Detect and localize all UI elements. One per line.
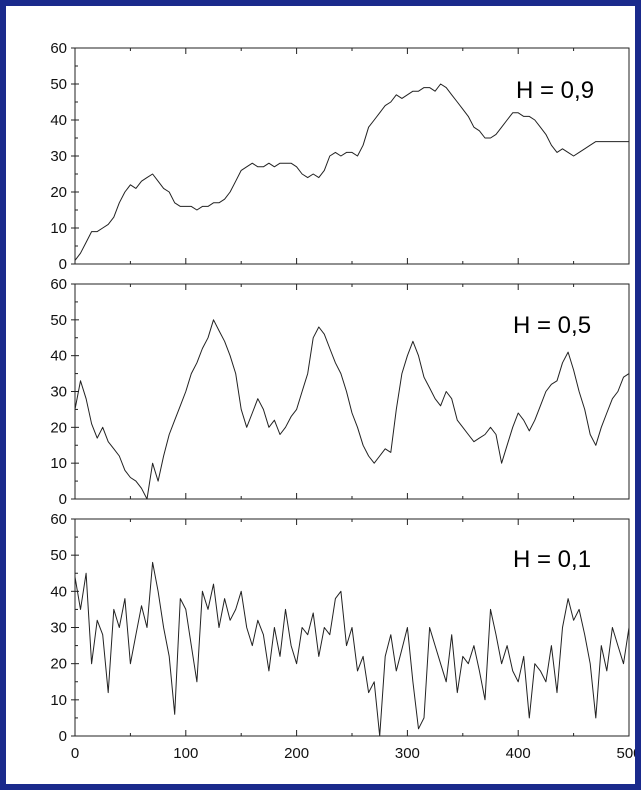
panel-3-y-tick-label: 0 (59, 728, 67, 745)
panel-3-y-tick-label: 60 (50, 511, 67, 528)
panel-3-y-tick-label: 10 (50, 692, 67, 709)
panel-3-x-tick-label: 200 (284, 745, 309, 762)
panel-3-y-tick-label: 40 (50, 583, 67, 600)
panel-3-y-tick-label: 50 (50, 547, 67, 564)
panel-2-hurst-label: H = 0,5 (513, 312, 591, 339)
panel-1-hurst-label: H = 0,9 (516, 77, 594, 104)
panel-1-y-tick-label: 50 (50, 76, 67, 93)
panel-1-y-tick-label: 40 (50, 112, 67, 129)
panel-1-y-tick-label: 60 (50, 40, 67, 57)
panel-3-x-tick-label: 100 (173, 745, 198, 762)
panel-1-y-tick-label: 0 (59, 256, 67, 273)
panel-3-hurst-label: H = 0,1 (513, 546, 591, 573)
panel-3-x-tick-label: 500 (616, 745, 635, 762)
panel-3-y-tick-label: 20 (50, 656, 67, 673)
panel-2-y-tick-label: 20 (50, 419, 67, 436)
panel-3-x-tick-label: 400 (506, 745, 531, 762)
panel-2-y-tick-label: 30 (50, 384, 67, 401)
panel-1-y-tick-label: 30 (50, 148, 67, 165)
panel-2-y-tick-label: 50 (50, 312, 67, 329)
chart-figure: 0 10 20 30 40 50 60 H = 0,9 0 10 20 30 40 50 60 H = 0,5… (50, 40, 635, 762)
panel-2-series-line (74, 319, 630, 500)
panel-3-series-line (74, 561, 630, 737)
panel-2-y-tick-label: 0 (59, 491, 67, 508)
panel-2-y-tick-label: 40 (50, 348, 67, 365)
panel-1-y-tick-label: 10 (50, 220, 67, 237)
panel-2-y-tick-label: 60 (50, 276, 67, 293)
panel-1-y-tick-label: 20 (50, 184, 67, 201)
panel-1-series-line (74, 83, 629, 261)
panel-2-y-tick-label: 10 (50, 455, 67, 472)
panel-3-x-tick-label: 0 (71, 745, 79, 762)
panel-3-x-tick-label: 300 (395, 745, 420, 762)
panel-3-y-tick-label: 30 (50, 620, 67, 637)
